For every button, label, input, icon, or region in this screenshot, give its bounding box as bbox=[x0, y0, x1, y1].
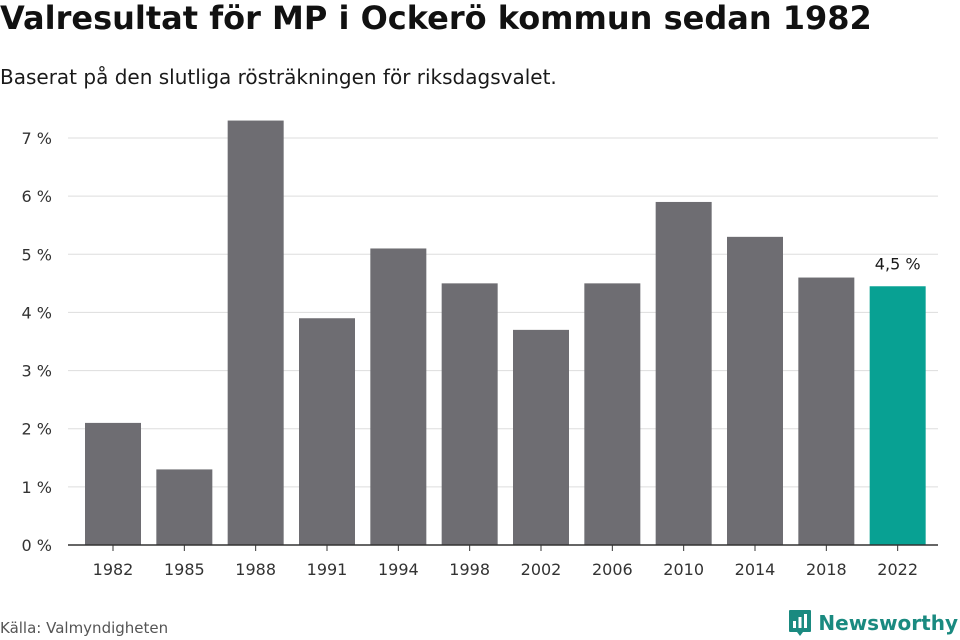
bar-chart-logo-icon bbox=[789, 610, 812, 636]
bar-2018 bbox=[798, 277, 855, 545]
y-tick-label: 0 % bbox=[22, 536, 52, 555]
x-tick-label: 2002 bbox=[521, 560, 562, 579]
y-tick-label: 2 % bbox=[22, 420, 52, 439]
bar-2010 bbox=[655, 201, 712, 545]
bars bbox=[85, 120, 926, 546]
y-tick-label: 1 % bbox=[22, 478, 52, 497]
x-tick-label: 1982 bbox=[93, 560, 134, 579]
bar-2006 bbox=[584, 283, 641, 545]
x-tick-label: 2018 bbox=[806, 560, 847, 579]
y-tick-label: 4 % bbox=[22, 303, 52, 322]
bar-1988 bbox=[227, 120, 284, 546]
grid-lines bbox=[68, 137, 938, 488]
bar-1982 bbox=[85, 422, 141, 545]
brand-logo: Newsworthy bbox=[788, 608, 958, 638]
data-label-2022: 4,5 % bbox=[875, 254, 921, 273]
y-tick-label: 7 % bbox=[22, 129, 52, 148]
labels: 0 % 1 % 2 % 3 % 4 % 5 % 6 % 7 % 1982 1985 1988 1991… bbox=[22, 129, 921, 579]
chart-subtitle: Baserat på den slutliga rösträkningen fö… bbox=[0, 65, 557, 89]
x-tick-label: 2006 bbox=[592, 560, 633, 579]
bar-2014 bbox=[727, 236, 783, 546]
x-tick-label: 1998 bbox=[449, 560, 490, 579]
x-tick-label: 1994 bbox=[378, 560, 419, 579]
axes bbox=[68, 544, 938, 551]
y-tick-label: 3 % bbox=[22, 362, 52, 381]
bar-2022 bbox=[869, 286, 926, 545]
x-tick-label: 1991 bbox=[307, 560, 348, 579]
bar-1991 bbox=[299, 318, 355, 545]
brand-name: Newsworthy bbox=[818, 611, 958, 635]
chart-title: Valresultat för MP i Ockerö kommun sedan… bbox=[0, 0, 872, 37]
x-tick-label: 1988 bbox=[235, 560, 276, 579]
y-tick-label: 5 % bbox=[22, 245, 52, 264]
x-tick-label: 1985 bbox=[164, 560, 205, 579]
bar-1994 bbox=[370, 248, 427, 545]
x-tick-label: 2014 bbox=[735, 560, 776, 579]
bar-2002 bbox=[513, 329, 569, 545]
y-tick-label: 6 % bbox=[22, 187, 52, 206]
x-tick-label: 2022 bbox=[877, 560, 918, 579]
source-note: Källa: Valmyndigheten bbox=[0, 619, 169, 637]
x-tick-label: 2010 bbox=[663, 560, 704, 579]
bar-1985 bbox=[156, 469, 213, 545]
bar-1998 bbox=[441, 283, 498, 545]
